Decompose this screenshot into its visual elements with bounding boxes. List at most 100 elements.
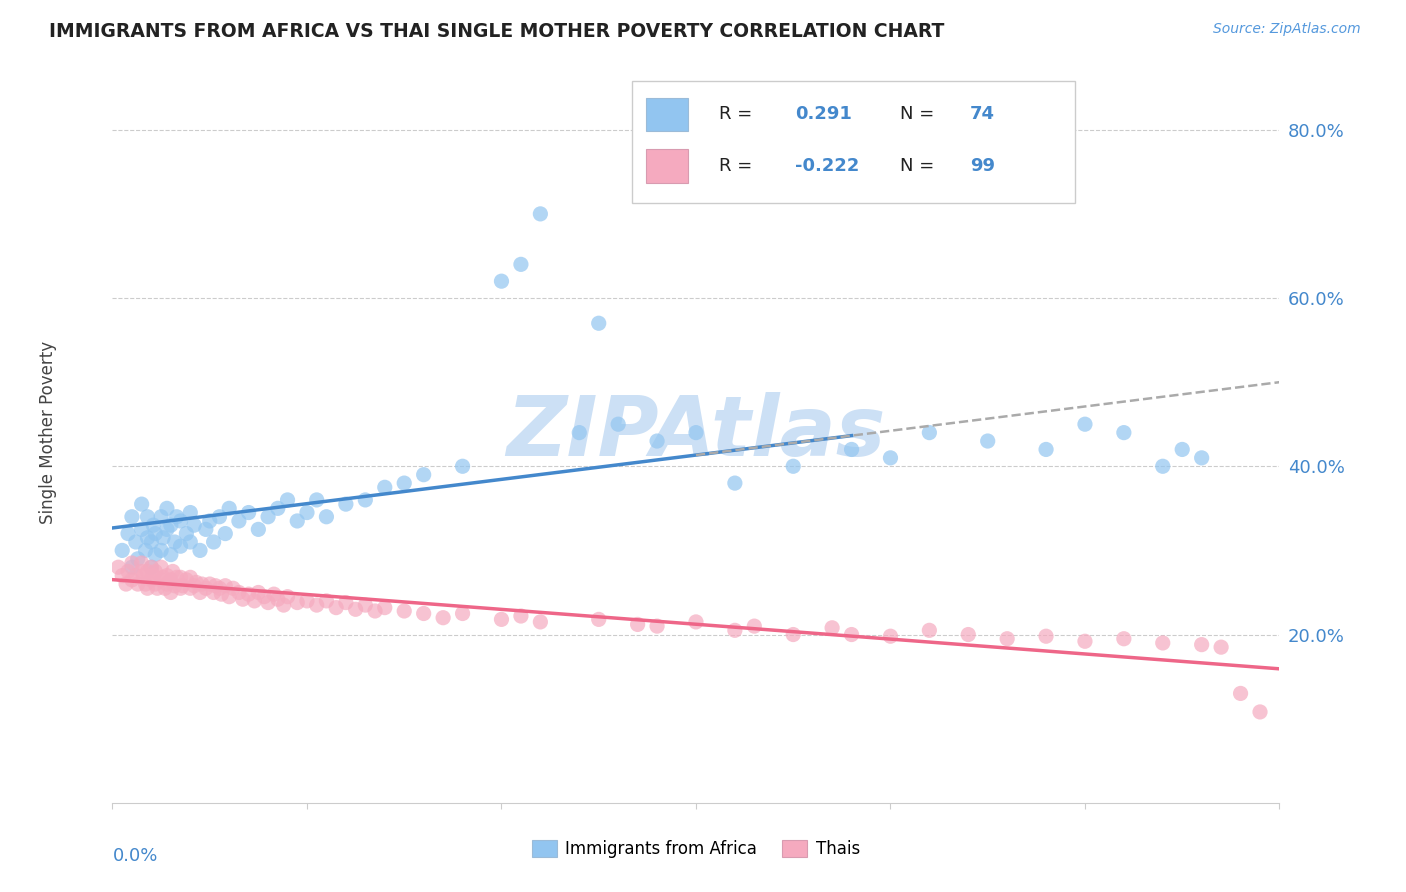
Point — [354, 492, 377, 507]
Point — [1152, 459, 1174, 474]
Point — [136, 531, 159, 545]
Point — [645, 619, 668, 633]
Point — [141, 560, 163, 574]
Text: N =: N = — [900, 157, 941, 175]
Point — [451, 607, 474, 621]
Point — [335, 497, 357, 511]
Point — [588, 612, 610, 626]
Point — [1152, 636, 1174, 650]
Point — [222, 581, 245, 595]
Point — [160, 518, 183, 533]
Point — [160, 548, 183, 562]
Point — [150, 560, 173, 574]
Text: N =: N = — [900, 105, 941, 123]
Point — [156, 568, 179, 582]
Point — [131, 497, 153, 511]
Point — [146, 581, 169, 595]
Point — [166, 570, 188, 584]
Point — [111, 543, 134, 558]
Point — [394, 476, 416, 491]
Point — [394, 604, 416, 618]
Point — [107, 560, 129, 574]
Point — [163, 579, 186, 593]
Point — [121, 556, 143, 570]
Point — [607, 417, 630, 432]
Point — [121, 573, 143, 587]
Point — [150, 543, 173, 558]
Point — [136, 581, 159, 595]
Point — [214, 579, 236, 593]
Point — [253, 590, 276, 604]
Point — [1249, 705, 1271, 719]
Point — [143, 526, 166, 541]
Point — [285, 596, 308, 610]
Point — [136, 509, 159, 524]
Point — [169, 514, 191, 528]
Point — [208, 581, 231, 595]
Point — [160, 585, 183, 599]
Point — [744, 619, 766, 633]
Point — [509, 257, 531, 271]
Point — [121, 509, 143, 524]
Point — [121, 560, 143, 574]
Point — [131, 565, 153, 579]
Point — [127, 577, 149, 591]
Point — [509, 609, 531, 624]
Point — [179, 535, 201, 549]
Point — [879, 450, 901, 465]
Point — [1112, 425, 1135, 440]
Point — [127, 551, 149, 566]
Point — [153, 581, 176, 595]
Point — [183, 579, 205, 593]
Point — [645, 434, 668, 448]
Point — [821, 621, 844, 635]
Point — [179, 506, 201, 520]
Point — [198, 577, 221, 591]
Point — [325, 600, 347, 615]
Text: -0.222: -0.222 — [796, 157, 859, 175]
Point — [976, 434, 998, 448]
Text: 74: 74 — [970, 105, 995, 123]
Point — [194, 522, 217, 536]
Point — [568, 425, 591, 440]
Point — [276, 492, 298, 507]
Point — [364, 604, 387, 618]
Point — [267, 592, 290, 607]
Point — [166, 509, 188, 524]
Point — [238, 506, 260, 520]
Point — [150, 573, 173, 587]
Point — [247, 522, 270, 536]
Text: R =: R = — [720, 157, 758, 175]
Point — [1171, 442, 1194, 457]
Point — [141, 535, 163, 549]
Point — [188, 543, 211, 558]
Text: Single Mother Poverty: Single Mother Poverty — [39, 341, 58, 524]
Point — [995, 632, 1018, 646]
Point — [143, 565, 166, 579]
Legend: Immigrants from Africa, Thais: Immigrants from Africa, Thais — [526, 833, 866, 865]
Point — [374, 480, 396, 494]
Bar — [645, 150, 688, 183]
Point — [160, 573, 183, 587]
Point — [188, 585, 211, 599]
Point — [194, 581, 217, 595]
Point — [1035, 629, 1057, 643]
Point — [214, 526, 236, 541]
Point — [135, 577, 157, 591]
Point — [1035, 442, 1057, 457]
Point — [143, 548, 166, 562]
Point — [685, 425, 707, 440]
Point — [117, 526, 139, 541]
Point — [1209, 640, 1232, 655]
Point — [841, 627, 863, 641]
Point — [183, 518, 205, 533]
Point — [169, 570, 191, 584]
Bar — [645, 97, 688, 131]
Point — [1074, 634, 1097, 648]
Point — [1229, 686, 1251, 700]
Text: IMMIGRANTS FROM AFRICA VS THAI SINGLE MOTHER POVERTY CORRELATION CHART: IMMIGRANTS FROM AFRICA VS THAI SINGLE MO… — [49, 22, 945, 41]
Point — [179, 581, 201, 595]
Point — [247, 585, 270, 599]
Point — [198, 514, 221, 528]
Point — [184, 575, 207, 590]
